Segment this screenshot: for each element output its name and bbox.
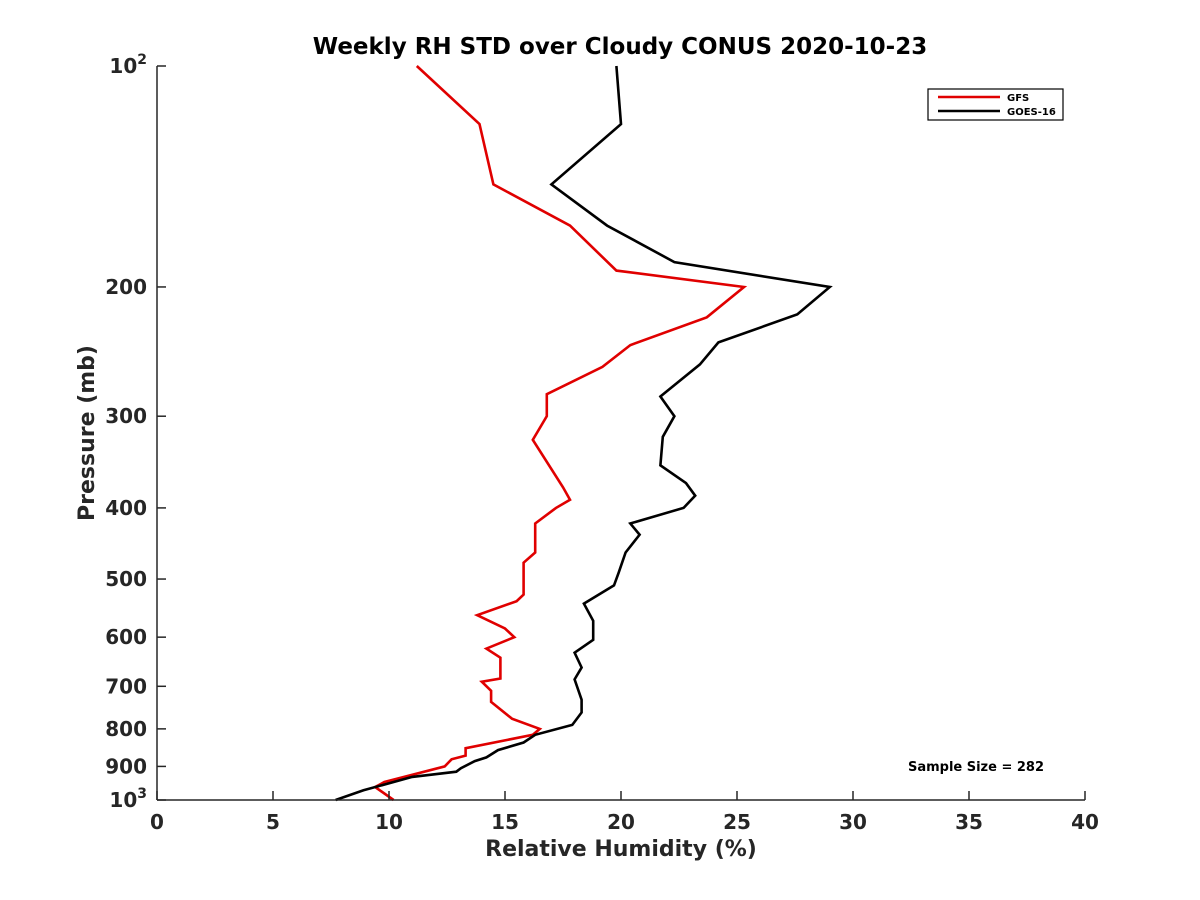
y-tick-exponent: 3 xyxy=(137,786,147,802)
y-tick-label: 300 xyxy=(105,404,147,428)
y-tick-label: 500 xyxy=(105,567,147,591)
y-tick-label: 800 xyxy=(105,717,147,741)
x-tick-label: 5 xyxy=(266,810,280,834)
x-tick-label: 40 xyxy=(1071,810,1099,834)
legend-items: GFS GOES-16 xyxy=(938,93,1056,118)
series-line-gfs xyxy=(372,65,748,802)
y-tick-text: 300 xyxy=(105,404,147,428)
y-tick-text: 700 xyxy=(105,674,147,698)
y-tick-label: 400 xyxy=(105,496,147,520)
y-tick-label: 102 xyxy=(109,52,147,78)
y-tick-text: 500 xyxy=(105,567,147,591)
x-tick-label: 30 xyxy=(839,810,867,834)
x-tick-label: 25 xyxy=(723,810,751,834)
legend-box xyxy=(927,88,1064,121)
y-tick-label: 600 xyxy=(105,625,147,649)
y-tick-label: 900 xyxy=(105,754,147,778)
y-tick-base: 10 xyxy=(109,54,137,78)
x-tick-label: 35 xyxy=(955,810,983,834)
y-tick-exponent: 2 xyxy=(137,52,147,68)
sample-size-annotation: Sample Size = 282 xyxy=(908,760,1044,775)
y-tick-text: 800 xyxy=(105,717,147,741)
series-layer xyxy=(335,65,833,802)
y-tick-text: 900 xyxy=(105,754,147,778)
x-tick-label: 0 xyxy=(150,810,164,834)
y-tick-base: 10 xyxy=(109,788,137,812)
y-axis-label: Pressure (mb) xyxy=(75,345,100,521)
y-tick-text: 400 xyxy=(105,496,147,520)
x-tick-label: 20 xyxy=(607,810,635,834)
x-ticks: 0 5 10 15 20 25 30 35 40 xyxy=(150,791,1099,834)
legend-label-gfs: GFS xyxy=(1007,93,1029,104)
legend-label-goes-16: GOES-16 xyxy=(1007,107,1056,118)
series-line-goes-16 xyxy=(335,65,833,802)
x-axis-label: Relative Humidity (%) xyxy=(485,837,757,862)
x-tick-label: 15 xyxy=(491,810,519,834)
y-tick-label: 103 xyxy=(109,786,147,812)
legend: GFS GOES-16 xyxy=(927,88,1064,121)
chart-title: Weekly RH STD over Cloudy CONUS 2020-10-… xyxy=(313,34,927,60)
y-tick-label: 700 xyxy=(105,674,147,698)
x-tick-label: 10 xyxy=(375,810,403,834)
y-tick-text: 600 xyxy=(105,625,147,649)
y-tick-label: 200 xyxy=(105,275,147,299)
y-tick-text: 200 xyxy=(105,275,147,299)
